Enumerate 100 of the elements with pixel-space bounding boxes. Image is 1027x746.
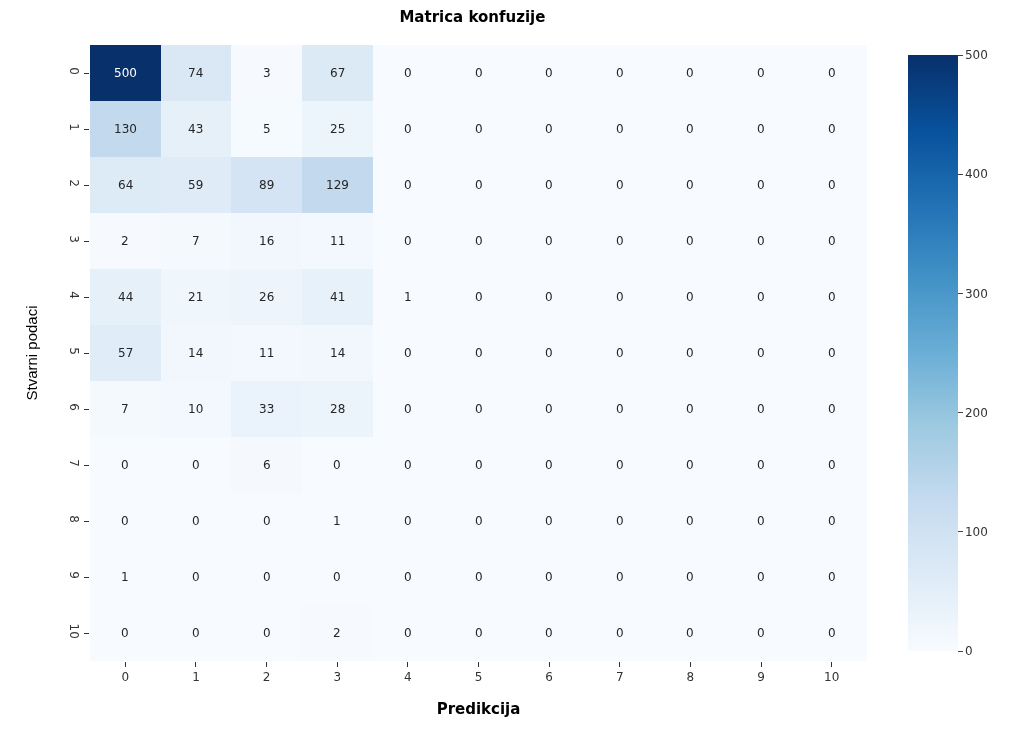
data-label: 0 — [828, 290, 836, 304]
data-label: 1 — [404, 290, 412, 304]
data-label: 0 — [616, 514, 624, 528]
data-label: 43 — [188, 122, 204, 136]
x-tick-label: 9 — [757, 670, 765, 685]
data-label: 89 — [259, 178, 275, 192]
x-tick-label: 1 — [192, 670, 200, 685]
data-label: 0 — [333, 458, 341, 472]
data-label: 0 — [404, 402, 412, 416]
data-label: 7 — [121, 402, 129, 416]
data-label: 0 — [545, 570, 553, 584]
data-label: 0 — [828, 234, 836, 248]
data-label: 0 — [616, 178, 624, 192]
chart-title: Matrica konfuzije — [399, 7, 546, 26]
y-tick-label: 8 — [66, 515, 81, 524]
data-label: 0 — [828, 402, 836, 416]
y-tick-label: 4 — [66, 291, 81, 300]
data-label: 0 — [475, 514, 483, 528]
data-label: 0 — [404, 626, 412, 640]
data-label: 0 — [757, 290, 765, 304]
x-tick-label: 2 — [262, 670, 271, 685]
data-label: 129 — [326, 178, 349, 192]
data-label: 0 — [475, 346, 483, 360]
data-label: 0 — [475, 290, 483, 304]
data-label: 0 — [686, 178, 694, 192]
y-tick-label: 3 — [66, 235, 81, 244]
data-label: 21 — [188, 290, 204, 304]
data-label: 2 — [333, 626, 341, 640]
color-bar-label: 300 — [964, 286, 988, 301]
data-label: 6 — [263, 458, 271, 472]
data-label: 0 — [757, 458, 765, 472]
x-tick-label: 4 — [404, 670, 412, 685]
data-label: 0 — [404, 66, 412, 80]
data-label: 0 — [404, 458, 412, 472]
data-label: 0 — [616, 626, 624, 640]
data-label: 0 — [757, 514, 765, 528]
data-label: 0 — [263, 570, 271, 584]
data-label: 0 — [263, 626, 271, 640]
data-label: 0 — [545, 122, 553, 136]
data-label: 0 — [616, 346, 624, 360]
data-label: 0 — [545, 290, 553, 304]
y-tick-label: 2 — [66, 179, 81, 188]
data-label: 59 — [188, 178, 204, 192]
data-label: 26 — [259, 290, 275, 304]
data-label: 11 — [259, 346, 275, 360]
data-label: 0 — [475, 234, 483, 248]
data-label: 0 — [686, 346, 694, 360]
color-bar-label: 200 — [964, 405, 988, 420]
data-label: 5 — [263, 122, 271, 136]
y-tick-label: 5 — [66, 347, 81, 356]
data-label: 0 — [475, 402, 483, 416]
data-label: 0 — [333, 570, 341, 584]
data-label: 0 — [616, 122, 624, 136]
data-label: 0 — [686, 234, 694, 248]
y-tick-label: 1 — [66, 123, 81, 132]
data-label: 10 — [188, 402, 204, 416]
data-label: 67 — [330, 66, 346, 80]
color-bar-label: 500 — [964, 48, 988, 63]
data-label: 0 — [475, 458, 483, 472]
data-label: 0 — [475, 178, 483, 192]
data-label: 0 — [828, 570, 836, 584]
data-label: 0 — [545, 234, 553, 248]
data-label: 0 — [828, 66, 836, 80]
x-tick-label: 7 — [615, 670, 624, 685]
data-label: 2 — [121, 234, 129, 248]
data-label: 0 — [545, 346, 553, 360]
data-label: 0 — [828, 458, 836, 472]
data-label: 0 — [616, 570, 624, 584]
data-label: 0 — [828, 122, 836, 136]
data-label: 0 — [475, 626, 483, 640]
data-label: 0 — [828, 346, 836, 360]
data-label: 0 — [404, 514, 412, 528]
x-tick-label: 5 — [474, 670, 483, 685]
data-label: 0 — [545, 402, 553, 416]
data-label: 7 — [192, 234, 200, 248]
data-label: 11 — [330, 234, 346, 248]
data-label: 0 — [545, 458, 553, 472]
data-label: 130 — [114, 122, 137, 136]
data-label: 0 — [686, 570, 694, 584]
data-label: 0 — [616, 402, 624, 416]
x-tick-label: 3 — [333, 670, 342, 685]
data-label: 0 — [616, 290, 624, 304]
data-label: 1 — [333, 514, 341, 528]
x-tick-label: 8 — [686, 670, 695, 685]
data-label: 0 — [192, 626, 200, 640]
data-label: 0 — [475, 570, 483, 584]
data-label: 0 — [192, 514, 200, 528]
data-label: 0 — [686, 514, 694, 528]
data-label: 0 — [404, 178, 412, 192]
data-label: 0 — [404, 122, 412, 136]
y-tick-label: 10 — [66, 623, 81, 639]
data-label: 0 — [192, 458, 200, 472]
data-label: 0 — [828, 626, 836, 640]
data-label: 0 — [828, 514, 836, 528]
data-label: 0 — [616, 234, 624, 248]
data-label: 0 — [686, 626, 694, 640]
data-label: 0 — [686, 458, 694, 472]
data-label: 0 — [616, 458, 624, 472]
color-bar-label: 400 — [964, 167, 988, 182]
color-bar-label: 100 — [964, 525, 988, 539]
